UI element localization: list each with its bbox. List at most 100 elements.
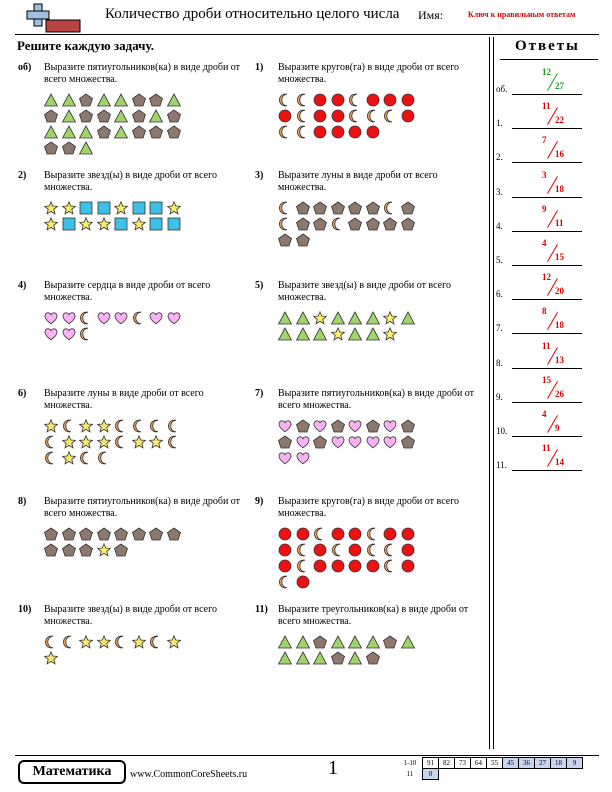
square-icon — [149, 201, 163, 215]
heart-icon — [313, 420, 327, 433]
score-cell: 55 — [486, 757, 503, 769]
heart-icon — [366, 436, 379, 449]
heart-icon — [331, 436, 344, 449]
circle-icon — [331, 125, 344, 139]
moon-icon — [296, 543, 305, 557]
circle-icon — [366, 93, 379, 107]
shape-set — [278, 92, 418, 140]
page-number: 1 — [328, 757, 338, 779]
problem-text: Выразите пятиугольников(ка) в виде дроби… — [44, 62, 241, 85]
pentagon-icon — [166, 125, 181, 139]
circle-icon — [348, 527, 362, 541]
star-icon — [44, 201, 58, 215]
answer-denominator: 18 — [555, 183, 564, 194]
circle-icon — [401, 93, 414, 107]
circle-icon — [278, 559, 292, 573]
score-cell: 82 — [438, 757, 455, 769]
answer-line — [512, 230, 582, 232]
square-icon — [167, 217, 180, 231]
problem-text: Выразите треугольников(ка) в виде дроби … — [278, 604, 469, 627]
name-label: Имя: — [418, 8, 444, 22]
shape-row — [278, 418, 418, 434]
pentagon-icon — [365, 419, 380, 433]
shape-row — [278, 650, 418, 666]
triangle-icon — [149, 109, 163, 123]
moon-icon — [45, 435, 54, 449]
pentagon-icon — [96, 125, 111, 139]
moon-icon — [115, 635, 124, 649]
score-cell: 73 — [454, 757, 471, 769]
pentagon-icon — [313, 435, 327, 449]
pentagon-icon — [365, 201, 380, 215]
heart-icon — [114, 312, 128, 325]
score-cell: 64 — [470, 757, 487, 769]
pentagon-icon — [166, 527, 181, 541]
shape-set — [44, 634, 184, 666]
pentagon-icon — [44, 543, 58, 557]
problem-number: 10) — [18, 604, 32, 615]
shape-row — [278, 124, 418, 140]
triangle-icon — [365, 327, 380, 341]
moon-icon — [296, 125, 305, 139]
problem-number: 2) — [18, 170, 27, 181]
square-icon — [62, 217, 75, 231]
shape-set — [44, 526, 184, 558]
pentagon-icon — [313, 217, 327, 231]
pentagon-icon — [61, 543, 76, 557]
answer-denominator: 27 — [555, 81, 564, 91]
header-divider — [15, 34, 599, 35]
pentagon-icon — [96, 527, 111, 541]
problem-text: Выразите пятиугольников(ка) в виде дроби… — [44, 496, 241, 519]
star-icon — [61, 435, 76, 449]
moon-icon — [296, 109, 305, 123]
score-cell: 36 — [518, 757, 535, 769]
pentagon-icon — [79, 93, 93, 107]
pentagon-icon — [79, 527, 93, 541]
triangle-icon — [295, 311, 310, 325]
answer-numerator: 7 — [542, 135, 547, 146]
answer-numerator: 9 — [542, 203, 547, 214]
circle-icon — [366, 559, 379, 573]
problem-number: 6) — [18, 388, 27, 399]
circle-icon — [296, 527, 309, 541]
shape-set — [44, 418, 184, 466]
star-icon — [79, 635, 93, 649]
answer-numerator: 12 — [542, 272, 551, 283]
shape-row — [278, 216, 418, 232]
circle-icon — [278, 527, 292, 541]
score-row: 1-10 91 82 73 64 55 45 36 27 18 9 — [398, 757, 583, 769]
pentagon-icon — [295, 217, 310, 231]
instructions: Решите каждую задачу. — [17, 38, 154, 53]
answer-key-note: Ключ к правильным ответам — [468, 10, 576, 19]
circle-icon — [313, 125, 327, 139]
answer-line — [512, 367, 582, 369]
pentagon-icon — [44, 109, 58, 123]
moon-icon — [150, 419, 159, 433]
shape-row — [278, 108, 418, 124]
pentagon-icon — [400, 201, 415, 215]
score-cell: 27 — [534, 757, 551, 769]
shape-row — [278, 200, 418, 216]
triangle-icon — [79, 125, 93, 139]
moon-icon — [384, 559, 393, 573]
star-icon — [131, 217, 146, 231]
moon-icon — [80, 311, 89, 325]
pentagon-icon — [114, 527, 128, 541]
triangle-icon — [114, 93, 128, 107]
problem-number: 8) — [18, 496, 27, 507]
circle-icon — [348, 125, 362, 139]
heart-icon — [383, 420, 397, 433]
heart-icon — [44, 312, 58, 325]
shape-set — [278, 634, 418, 666]
answer-label: 4. — [496, 220, 503, 231]
circle-icon — [278, 543, 292, 557]
moon-icon — [115, 435, 124, 449]
answer-label: 11. — [496, 460, 507, 471]
circle-icon — [401, 543, 414, 557]
circle-icon — [331, 109, 344, 123]
answer-label: 9. — [496, 391, 503, 402]
triangle-icon — [400, 311, 415, 325]
triangle-icon — [295, 651, 310, 665]
moon-icon — [80, 451, 89, 465]
pentagon-icon — [96, 109, 111, 123]
